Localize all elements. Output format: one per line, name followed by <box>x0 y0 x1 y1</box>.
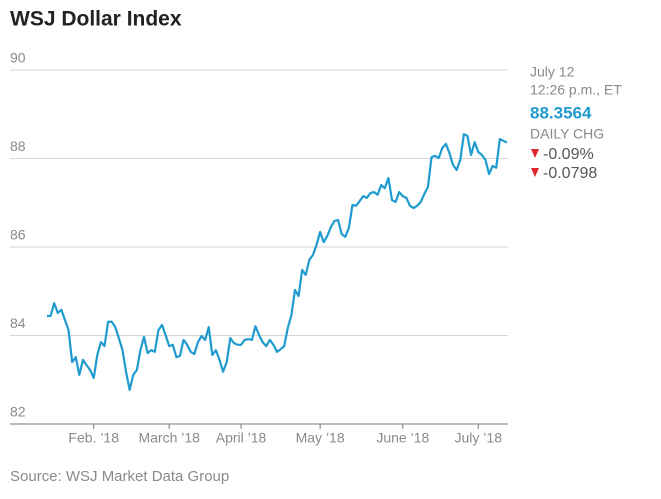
x-tick-label: Feb. ’18 <box>68 430 119 446</box>
y-tick-label: 86 <box>10 227 26 243</box>
x-tick-label: May ’18 <box>296 430 345 446</box>
quote-time: 12:26 p.m., ET <box>530 82 622 98</box>
change-label: DAILY CHG <box>530 126 604 142</box>
x-tick-label: June ’18 <box>376 430 429 446</box>
y-tick-label: 88 <box>10 138 26 154</box>
down-arrow <box>531 168 539 177</box>
x-tick-label: April ’18 <box>216 430 267 446</box>
x-tick-label: March ’18 <box>138 430 200 446</box>
y-tick-label: 90 <box>10 50 26 66</box>
chart-title: WSJ Dollar Index <box>10 8 182 31</box>
down-arrow <box>531 149 539 158</box>
y-tick-label: 82 <box>10 404 26 420</box>
change-value: -0.0798 <box>543 165 597 182</box>
y-tick-label: 84 <box>10 315 26 331</box>
x-tick-label: July ’18 <box>455 430 503 446</box>
quote-date: July 12 <box>530 64 575 80</box>
change-pct: -0.09% <box>543 146 594 163</box>
quote-value: 88.3564 <box>530 103 592 122</box>
line <box>47 133 508 392</box>
source: Source: WSJ Market Data Group <box>10 468 229 485</box>
